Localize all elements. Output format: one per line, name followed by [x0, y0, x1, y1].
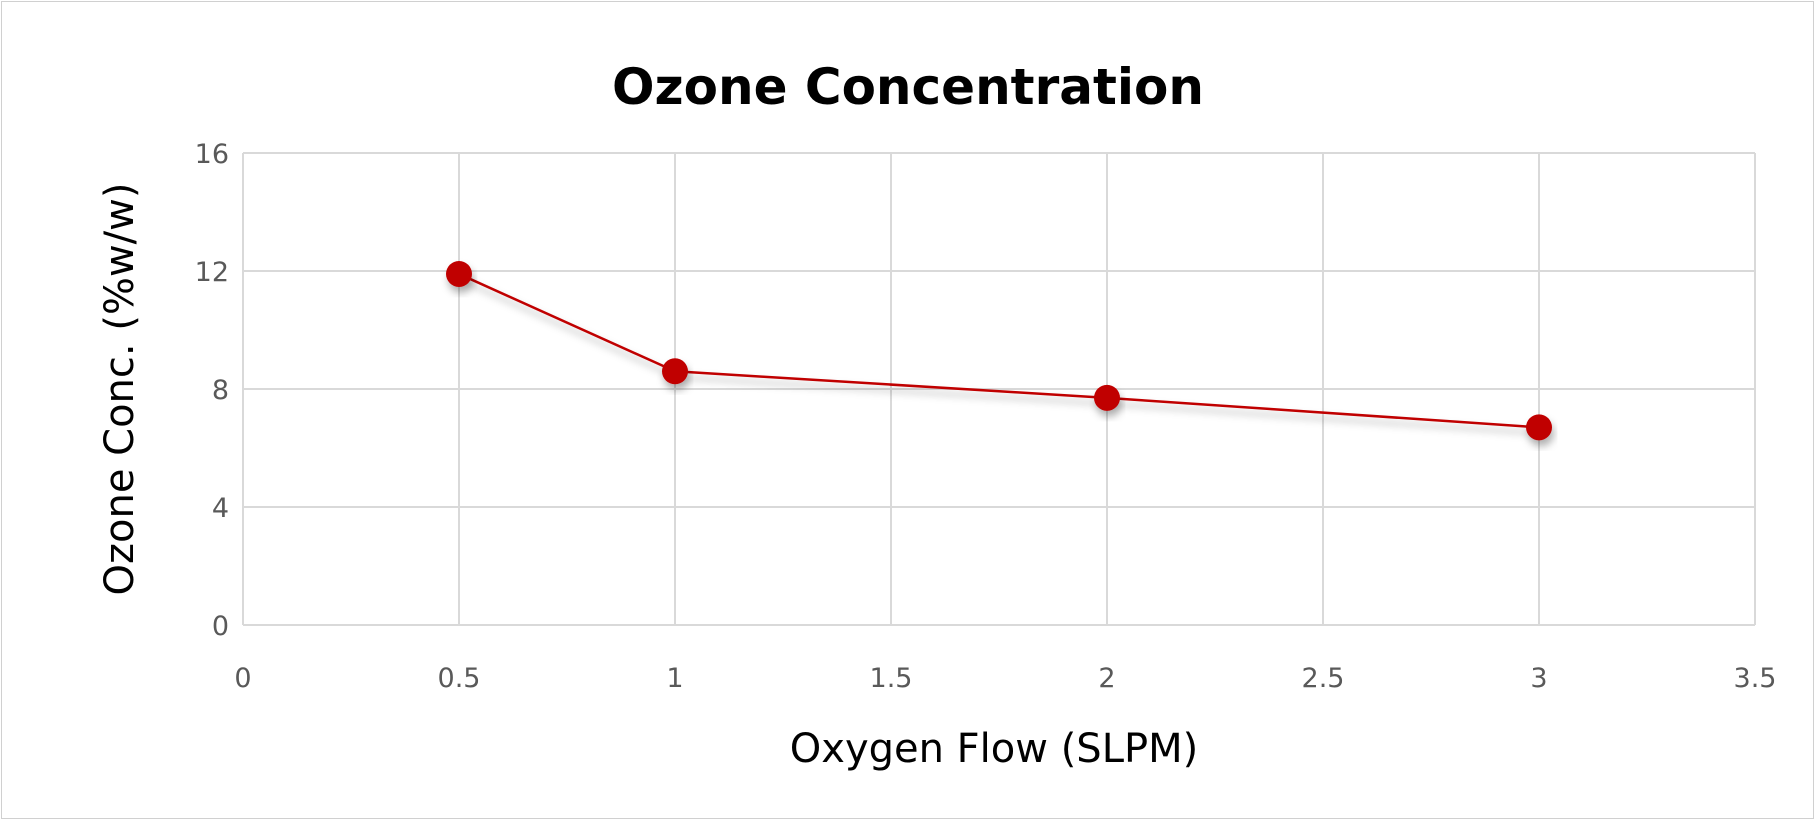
gridlines: [242, 152, 1756, 626]
x-tick-label: 3.5: [1734, 663, 1777, 694]
y-tick-label: 4: [212, 493, 229, 524]
y-tick-label: 12: [195, 257, 229, 288]
x-axis-label: Oxygen Flow (SLPM): [790, 726, 1198, 772]
series-layer: [446, 260, 1552, 441]
x-tick-label: 0.5: [438, 663, 481, 694]
y-tick-label: 16: [195, 139, 229, 170]
data-point: [1526, 414, 1552, 441]
x-tick-label: 3: [1530, 663, 1547, 694]
data-point: [1094, 384, 1120, 411]
series-line: [458, 272, 1540, 429]
x-tick-label: 1.5: [870, 663, 913, 694]
x-tick-label: 0: [234, 663, 251, 694]
y-tick-label: 0: [212, 611, 229, 642]
y-axis-label: Ozone Conc. (%w/w): [97, 183, 143, 596]
data-point: [662, 358, 688, 385]
x-tick-label: 1: [666, 663, 683, 694]
x-tick-label: 2.5: [1302, 663, 1345, 694]
chart-title: Ozone Concentration: [612, 58, 1204, 116]
data-point: [446, 260, 472, 287]
y-tick-label: 8: [212, 375, 229, 406]
x-tick-label: 2: [1098, 663, 1115, 694]
tick-labels: 0 0.5 1 1.5 2 2.5 3 3.5 0 4 8 12 16: [195, 139, 1777, 694]
